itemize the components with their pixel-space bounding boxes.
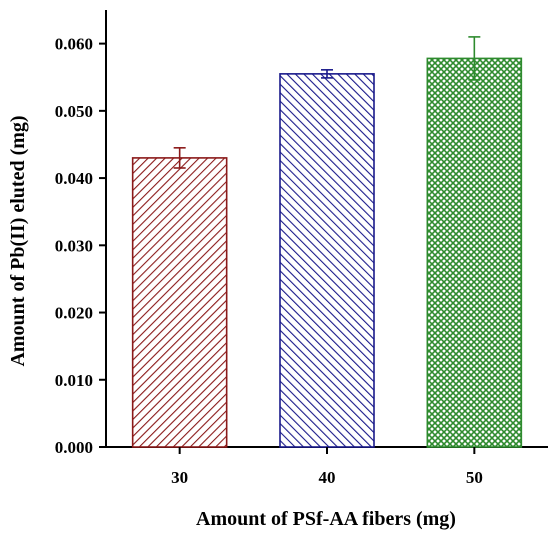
bar-30: [131, 157, 228, 448]
x-tick-label-50: 50: [466, 468, 483, 487]
bar-50: [426, 57, 523, 448]
x-tick-label-40: 40: [319, 468, 336, 487]
plot-area: 0.000 0.010 0.020 0.030 0.040 0.050 0.060 30 40 5…: [55, 10, 548, 487]
y-tick-label-3: 0.030: [55, 236, 93, 255]
bar-40: [279, 73, 375, 448]
y-tick-label-2: 0.020: [55, 304, 93, 323]
y-tick-label-4: 0.040: [55, 169, 93, 188]
x-tick-label-30: 30: [171, 468, 188, 487]
y-tick-label-6: 0.060: [55, 35, 93, 54]
y-tick-label-0: 0.000: [55, 438, 93, 457]
y-tick-label-5: 0.050: [55, 102, 93, 121]
y-tick-label-1: 0.010: [55, 371, 93, 390]
y-axis-title: Amount of Pb(II) eluted (mg): [7, 115, 29, 366]
x-axis-title: Amount of PSf-AA fibers (mg): [196, 508, 456, 530]
